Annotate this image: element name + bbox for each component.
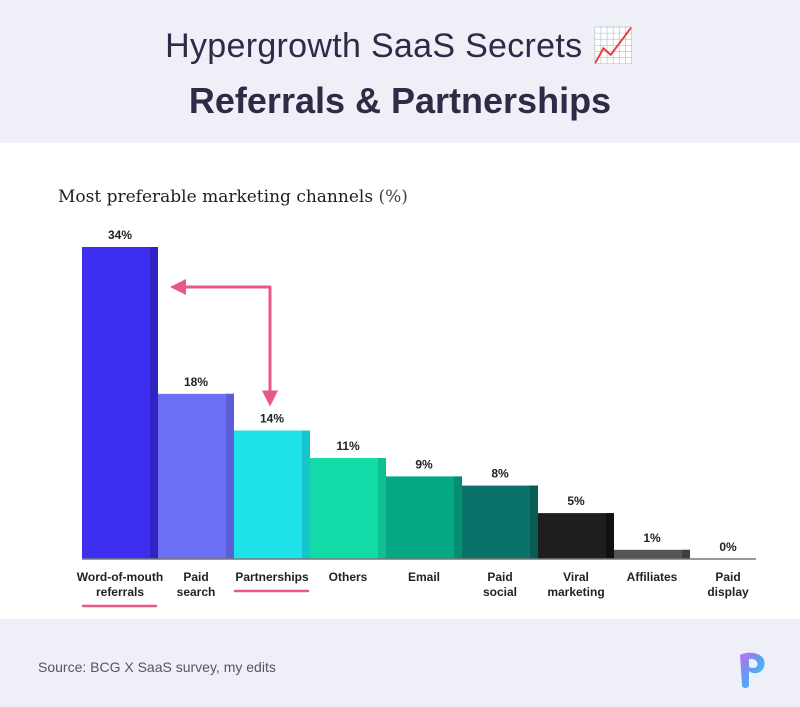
bar-edge (454, 476, 462, 559)
header: Hypergrowth SaaS Secrets 📈 Referrals & P… (0, 0, 800, 143)
category-label: Paid (715, 570, 740, 584)
data-label: 14% (260, 412, 284, 426)
data-label: 18% (184, 375, 208, 389)
page-title-text: Hypergrowth SaaS Secrets (165, 27, 583, 65)
category-label: Others (329, 570, 368, 584)
footer: Source: BCG X SaaS survey, my edits (0, 619, 800, 707)
bar-edge (606, 513, 614, 559)
category-label: Affiliates (627, 570, 678, 584)
arrow-left-head-icon (170, 279, 186, 295)
chart-increasing-icon: 📈 (592, 27, 635, 65)
bar-edge (302, 430, 310, 559)
chart-title-unit: (%) (378, 187, 408, 207)
bar (310, 458, 386, 559)
category-label: marketing (547, 585, 604, 599)
category-label: referrals (96, 585, 144, 599)
chart-title-text: Most preferable marketing channels (58, 187, 374, 207)
page-title: Hypergrowth SaaS Secrets 📈 (0, 26, 800, 66)
category-label: Email (408, 570, 440, 584)
data-label: 5% (567, 494, 585, 508)
data-label: 34% (108, 228, 132, 242)
category-label: Paid (183, 570, 208, 584)
category-label: Partnerships (235, 570, 309, 584)
bar-chart: 34%Word-of-mouthreferrals18%Paidsearch14… (77, 228, 756, 608)
category-label: display (707, 585, 749, 599)
data-label: 9% (415, 457, 433, 471)
data-label: 0% (719, 540, 737, 554)
data-label: 8% (491, 467, 509, 481)
bar (538, 513, 614, 559)
bar (234, 430, 310, 559)
category-label: Word-of-mouth (77, 570, 163, 584)
arrow-down-head-icon (262, 390, 278, 407)
bar-edge (378, 458, 386, 559)
source-note: Source: BCG X SaaS survey, my edits (38, 659, 276, 675)
bar (386, 476, 462, 559)
bar (82, 247, 158, 559)
category-label: social (483, 585, 517, 599)
chart-panel: Most preferable marketing channels (%) 3… (0, 143, 800, 619)
category-label: Paid (487, 570, 512, 584)
bar-edge (150, 247, 158, 559)
bar-edge (530, 485, 538, 559)
category-label: Viral (563, 570, 589, 584)
data-label: 11% (336, 439, 360, 453)
category-label: search (177, 585, 216, 599)
connector-arrow-line (178, 285, 272, 393)
bar (462, 485, 538, 559)
page-subtitle: Referrals & Partnerships (188, 80, 612, 121)
chart-title: Most preferable marketing channels (%) (58, 187, 408, 207)
bar (614, 549, 690, 559)
brand-logo-icon (740, 652, 765, 688)
bar-edge (226, 393, 234, 559)
bar (158, 393, 234, 559)
bar-edge (682, 549, 690, 559)
data-label: 1% (643, 531, 661, 545)
